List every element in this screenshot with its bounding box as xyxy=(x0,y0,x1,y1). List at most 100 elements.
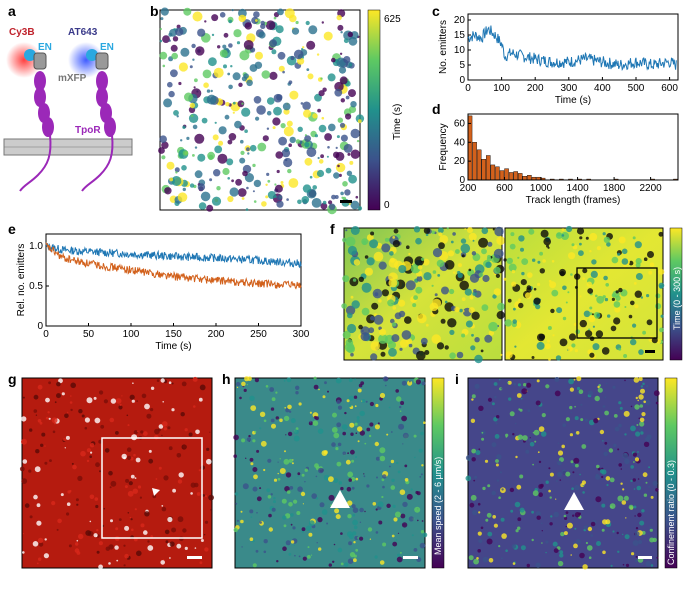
texture-blob xyxy=(301,527,306,532)
texture-blob xyxy=(656,339,662,344)
texture-blob xyxy=(588,419,595,426)
texture-blob xyxy=(260,20,265,26)
texture-blob xyxy=(596,464,600,469)
texture-blob xyxy=(404,464,408,468)
texture-blob xyxy=(621,248,628,255)
texture-blob xyxy=(126,447,132,452)
texture-blob xyxy=(298,402,302,406)
texture-blob xyxy=(574,405,576,408)
texture-blob xyxy=(48,381,51,385)
texture-blob xyxy=(164,187,172,195)
texture-blob xyxy=(525,449,530,454)
texture-blob xyxy=(348,378,353,383)
texture-blob xyxy=(293,499,298,504)
texture-blob xyxy=(110,480,117,487)
texture-blob xyxy=(161,141,169,149)
texture-blob xyxy=(126,414,129,417)
texture-blob xyxy=(513,382,517,386)
texture-blob xyxy=(86,448,91,453)
texture-blob xyxy=(606,242,611,247)
texture-blob xyxy=(608,557,610,560)
texture-blob xyxy=(635,555,638,558)
texture-blob xyxy=(405,280,416,291)
texture-blob xyxy=(348,174,357,184)
texture-blob xyxy=(95,535,98,537)
texture-blob xyxy=(473,289,477,293)
texture-blob xyxy=(206,89,211,93)
texture-blob xyxy=(246,437,252,442)
texture-blob xyxy=(290,418,296,424)
texture-blob xyxy=(350,101,357,108)
texture-blob xyxy=(649,526,652,529)
texture-blob xyxy=(194,133,205,144)
texture-blob xyxy=(634,457,640,462)
texture-blob xyxy=(422,532,428,538)
texture-blob xyxy=(93,533,98,538)
texture-blob xyxy=(86,459,90,463)
texture-blob xyxy=(316,542,318,544)
texture-blob xyxy=(320,202,328,210)
texture-blob xyxy=(649,528,653,532)
texture-blob xyxy=(144,403,150,410)
texture-blob xyxy=(382,485,385,489)
texture-blob xyxy=(617,495,624,502)
texture-blob xyxy=(277,8,284,16)
texture-blob xyxy=(140,523,145,528)
texture-blob xyxy=(249,64,258,72)
texture-blob xyxy=(274,195,277,198)
mxfp-label: mXFP xyxy=(58,73,87,84)
texture-blob xyxy=(557,442,560,444)
texture-blob xyxy=(638,417,641,420)
x-tick-label: 250 xyxy=(250,329,267,340)
texture-blob xyxy=(579,319,587,328)
texture-blob xyxy=(548,489,551,493)
texture-blob xyxy=(115,431,119,435)
texture-blob xyxy=(239,396,242,400)
texture-blob xyxy=(348,478,352,482)
texture-blob xyxy=(413,295,418,300)
texture-blob xyxy=(487,531,493,537)
texture-blob xyxy=(637,451,639,453)
texture-blob xyxy=(357,119,362,124)
texture-blob xyxy=(369,538,372,540)
texture-blob xyxy=(482,486,486,491)
texture-blob xyxy=(324,133,332,141)
texture-blob xyxy=(536,515,541,520)
texture-blob xyxy=(282,102,291,111)
texture-blob xyxy=(146,413,152,419)
texture-blob xyxy=(525,292,532,299)
texture-blob xyxy=(638,349,644,355)
texture-blob xyxy=(536,341,545,350)
texture-blob xyxy=(285,408,290,413)
texture-blob xyxy=(177,516,184,523)
texture-blob xyxy=(630,425,636,432)
texture-blob xyxy=(270,407,275,411)
texture-blob xyxy=(354,422,358,426)
texture-blob xyxy=(35,414,38,416)
texture-blob xyxy=(233,434,239,441)
texture-blob xyxy=(399,405,402,409)
texture-blob xyxy=(338,173,342,177)
texture-blob xyxy=(356,139,360,143)
texture-blob xyxy=(217,45,221,49)
texture-blob xyxy=(406,245,410,249)
texture-blob xyxy=(534,440,537,443)
texture-blob xyxy=(180,139,183,142)
texture-blob xyxy=(585,236,589,240)
texture-blob xyxy=(488,321,498,332)
texture-blob xyxy=(286,120,293,127)
texture-blob xyxy=(289,136,296,144)
texture-blob xyxy=(342,431,346,436)
texture-blob xyxy=(177,479,183,484)
texture-blob xyxy=(580,418,584,422)
texture-blob xyxy=(449,329,455,335)
texture-blob xyxy=(478,539,483,543)
texture-blob xyxy=(182,125,186,129)
texture-blob xyxy=(518,235,525,242)
texture-blob xyxy=(89,520,92,523)
texture-blob xyxy=(408,252,411,256)
texture-blob xyxy=(612,385,616,389)
texture-blob xyxy=(266,110,272,116)
y-tick-label: 0 xyxy=(459,175,465,186)
texture-blob xyxy=(551,260,555,263)
